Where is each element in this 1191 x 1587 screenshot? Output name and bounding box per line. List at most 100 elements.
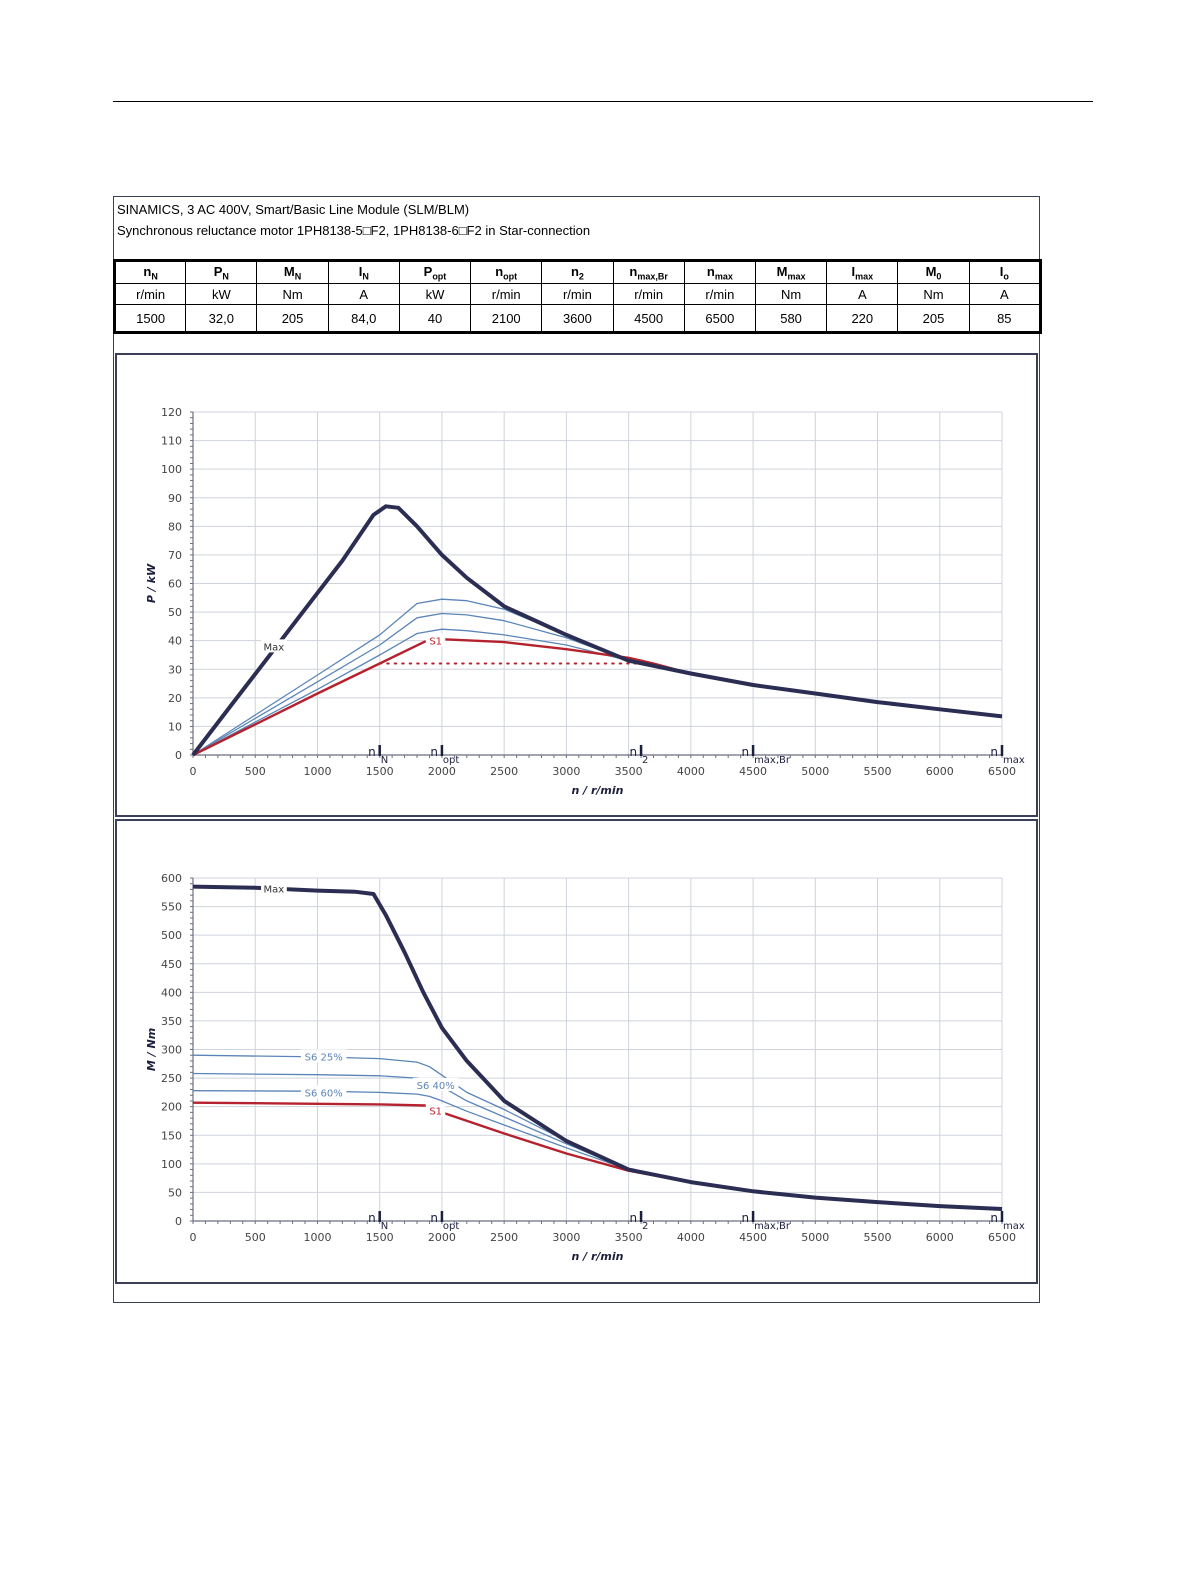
y-tick-label: 80 (168, 520, 182, 533)
spec-symbol-subscript: opt (432, 271, 447, 282)
speed-marker-subscript: opt (443, 1221, 459, 1232)
x-tick-label: 1500 (366, 765, 394, 778)
x-tick-label: 4000 (677, 765, 705, 778)
x-tick-label: 5500 (864, 1231, 892, 1244)
x-tick-label: 6500 (988, 765, 1016, 778)
spec-value-cell: 85 (968, 304, 1042, 333)
spec-value-cell: 6500 (683, 304, 756, 333)
speed-marker-subscript: 2 (642, 1221, 648, 1232)
spec-unit-cell: r/min (470, 283, 543, 305)
datasheet-frame (113, 196, 1040, 1303)
y-tick-label: 150 (161, 1129, 182, 1142)
x-tick-label: 3000 (552, 765, 580, 778)
speed-marker-subscript: 2 (642, 755, 648, 766)
spec-value-cell: 84,0 (327, 304, 400, 333)
x-tick-label: 5000 (801, 765, 829, 778)
spec-symbol-cell: nmax (683, 260, 756, 284)
spec-symbol: n (143, 263, 152, 279)
spec-value-cell: 2100 (470, 304, 543, 333)
x-tick-label: 0 (190, 765, 197, 778)
spec-symbol-subscript: max (855, 271, 874, 282)
spec-symbol-subscript: max (787, 271, 806, 282)
x-tick-label: 500 (245, 1231, 266, 1244)
spec-unit-cell: Nm (754, 283, 828, 305)
y-tick-label: 500 (161, 929, 182, 942)
speed-marker-subscript: max (1003, 1221, 1025, 1232)
spec-unit-cell: A (968, 283, 1042, 305)
x-tick-label: 4500 (739, 1231, 767, 1244)
x-tick-label: 2500 (490, 765, 518, 778)
curve-label: S6 60% (305, 1088, 343, 1099)
y-tick-label: 550 (161, 901, 182, 914)
spec-symbol-cell: MN (256, 260, 329, 284)
curve-label: S6 40% (417, 1081, 455, 1092)
spec-unit-cell: Nm (897, 283, 970, 305)
spec-symbol-cell: nmax,Br (612, 260, 685, 284)
x-tick-label: 500 (245, 765, 266, 778)
speed-marker-label: n (990, 745, 998, 759)
y-tick-label: 450 (161, 958, 182, 971)
x-tick-label: 5500 (864, 765, 892, 778)
y-tick-label: 400 (161, 986, 182, 999)
speed-marker-subscript: opt (443, 755, 459, 766)
spec-symbol-subscript: opt (503, 271, 518, 282)
y-tick-label: 300 (161, 1044, 182, 1057)
spec-value-cell: 580 (754, 304, 828, 333)
spec-unit-cell: r/min (113, 283, 187, 305)
torque-chart: 0 500 1000 1500 2000 2500 3000 3500 4000 4500 5000… (145, 872, 1025, 1263)
y-tick-label: 100 (161, 1158, 182, 1171)
spec-symbol: M (925, 263, 937, 279)
spec-symbol-cell: nN (113, 260, 187, 284)
x-axis-label: n / r/min (571, 784, 623, 797)
curve-label-bg (426, 633, 446, 647)
x-tick-label: 6000 (926, 1231, 954, 1244)
power-chart-panel: 0 500 1000 1500 2000 2500 3000 3500 4000 4500 5000… (115, 353, 1038, 817)
header-line-2: Synchronous reluctance motor 1PH8138-5□F… (117, 223, 591, 238)
y-tick-label: 50 (168, 606, 182, 619)
y-tick-label: 120 (161, 406, 182, 419)
spec-symbol: n (706, 263, 715, 279)
speed-marker-label: n (430, 1211, 438, 1225)
y-tick-label: 100 (161, 463, 182, 476)
y-tick-label: 250 (161, 1072, 182, 1085)
spec-symbol-subscript: 0 (936, 271, 942, 282)
curve-label-bg (261, 639, 287, 653)
curve-label-bg (412, 1077, 459, 1091)
spec-unit-cell: A (826, 283, 899, 305)
spec-value-cell: 40 (398, 304, 472, 333)
curve-label: S6 25% (305, 1052, 343, 1063)
spec-unit-cell: r/min (541, 283, 614, 305)
spec-unit-cell: kW (398, 283, 472, 305)
x-tick-label: 3500 (615, 1231, 643, 1244)
x-tick-label: 3000 (552, 1231, 580, 1244)
spec-symbol-cell: Io (968, 260, 1042, 284)
y-tick-label: 200 (161, 1101, 182, 1114)
series-line-max (192, 884, 1003, 1211)
spec-unit-cell: r/min (683, 283, 756, 305)
curve-label-bg (426, 1103, 446, 1117)
x-tick-label: 1000 (303, 1231, 331, 1244)
spec-symbol: n (629, 263, 638, 279)
y-tick-label: 60 (168, 578, 182, 591)
spec-symbol: M (776, 263, 788, 279)
y-tick-label: 30 (168, 663, 182, 676)
speed-marker-subscript: max (1003, 755, 1025, 766)
y-tick-label: 600 (161, 872, 182, 885)
spec-value-cell: 220 (826, 304, 899, 333)
spec-symbol-cell: Popt (398, 260, 472, 284)
spec-symbol: I (358, 263, 363, 279)
x-tick-label: 5000 (801, 1231, 829, 1244)
spec-symbol: n (495, 263, 504, 279)
y-tick-label: 90 (168, 492, 182, 505)
y-tick-label: 10 (168, 720, 182, 733)
x-tick-label: 6500 (988, 1231, 1016, 1244)
spec-value-cell: 3600 (541, 304, 614, 333)
spec-value-row: 1500 32,0 205 84,0 40 2100 3600 4500 6500 580 220 2… (113, 304, 1042, 333)
speed-marker-subscript: N (381, 1221, 388, 1232)
y-tick-label: 0 (175, 749, 182, 762)
speed-marker-label: n (990, 1211, 998, 1225)
curve-label: S1 (429, 1107, 442, 1118)
speed-marker-label: n (430, 745, 438, 759)
top-rule (113, 101, 1093, 102)
